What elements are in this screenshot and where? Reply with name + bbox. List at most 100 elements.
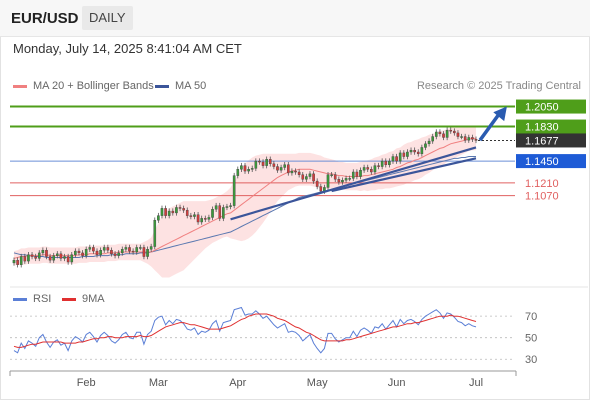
x-tick-label-mar: Mar bbox=[149, 377, 168, 389]
candle-body bbox=[406, 151, 409, 157]
candle-body bbox=[261, 161, 265, 166]
legend-rsi: RSI bbox=[13, 293, 51, 305]
rsi-legend-label: RSI bbox=[33, 293, 52, 305]
candle-body bbox=[240, 165, 243, 170]
level-label-r1: 1.1830 bbox=[525, 122, 559, 134]
legend-ma50: MA 50 bbox=[155, 80, 206, 92]
candle-body bbox=[59, 253, 63, 259]
candle-body bbox=[185, 209, 189, 216]
candle-body bbox=[56, 253, 59, 256]
chart-header: EUR/USD DAILY bbox=[0, 0, 590, 37]
candle-body bbox=[52, 255, 56, 261]
candle-body bbox=[442, 133, 445, 138]
ma50-swatch bbox=[155, 84, 169, 88]
candle-body bbox=[229, 205, 232, 207]
research-credit: Research © 2025 Trading Central bbox=[416, 80, 581, 92]
level-tag-r1 bbox=[516, 119, 586, 134]
ma50-line bbox=[13, 156, 476, 258]
candle-body bbox=[207, 217, 211, 220]
candle-body bbox=[305, 176, 308, 180]
rsi-level-label-70: 70 bbox=[525, 311, 537, 323]
x-tick-label-apr: Apr bbox=[229, 377, 246, 389]
candle-body bbox=[77, 250, 81, 254]
candle-body bbox=[45, 249, 48, 257]
candle-body bbox=[258, 160, 261, 163]
candle-body bbox=[189, 215, 193, 217]
candle-body bbox=[301, 174, 305, 180]
candle-body bbox=[19, 256, 23, 265]
trendline-1 bbox=[230, 146, 477, 221]
candle-body bbox=[431, 136, 434, 142]
candle-body bbox=[70, 254, 74, 263]
timeframe-badge[interactable]: DAILY bbox=[82, 6, 133, 30]
candle-body bbox=[81, 252, 84, 256]
bollinger-swatch bbox=[13, 84, 27, 88]
candle-body bbox=[279, 167, 283, 171]
candle-body bbox=[214, 205, 218, 210]
candle-body bbox=[92, 247, 95, 252]
level-label-r2: 1.2050 bbox=[525, 102, 559, 114]
x-tick-label-feb: Feb bbox=[77, 377, 96, 389]
level-label-s1: 1.1210 bbox=[525, 178, 559, 190]
candle-body bbox=[193, 214, 196, 217]
candle-body bbox=[99, 249, 102, 255]
candle-body bbox=[30, 254, 34, 257]
timestamp: Monday, July 14, 2025 8:41:04 AM CET bbox=[13, 41, 242, 56]
candle-body bbox=[16, 259, 19, 265]
candle-body bbox=[330, 174, 333, 176]
trendline-2 bbox=[331, 157, 477, 193]
candle-body bbox=[243, 165, 247, 172]
candle-body bbox=[395, 156, 398, 162]
instrument-title: EUR/USD bbox=[11, 10, 79, 27]
candle-body bbox=[377, 165, 380, 167]
candle-body bbox=[456, 132, 460, 137]
rsi-ma-legend-label: 9MA bbox=[82, 293, 105, 305]
candle-body bbox=[203, 218, 207, 220]
candle-body bbox=[391, 156, 395, 162]
candle-body bbox=[344, 178, 348, 181]
candle-body bbox=[247, 169, 250, 172]
candle-body bbox=[142, 247, 146, 257]
candle-body bbox=[250, 168, 254, 170]
candle-body bbox=[222, 207, 225, 219]
candle-body bbox=[380, 160, 384, 167]
candle-body bbox=[48, 256, 52, 261]
candle-body bbox=[102, 247, 106, 251]
candle-body bbox=[135, 247, 139, 253]
legend-rsi-ma: 9MA bbox=[62, 293, 105, 305]
candle-body bbox=[12, 259, 16, 264]
candle-body bbox=[341, 179, 344, 183]
projection-arrow-head bbox=[493, 106, 507, 122]
level-label-s2: 1.1070 bbox=[525, 191, 559, 203]
candle-body bbox=[196, 214, 200, 223]
candle-body bbox=[167, 210, 171, 216]
rsi-level-label-30: 30 bbox=[525, 354, 537, 366]
legend-bollinger: MA 20 + Bollinger Bands bbox=[13, 80, 154, 92]
candle-body bbox=[84, 249, 88, 256]
candle-body bbox=[398, 152, 402, 162]
candle-body bbox=[420, 147, 424, 155]
candle-body bbox=[232, 175, 236, 206]
candle-body bbox=[355, 171, 359, 177]
candle-body bbox=[416, 151, 420, 155]
candle-body bbox=[463, 136, 467, 141]
candle-body bbox=[424, 143, 427, 148]
candle-body bbox=[370, 169, 373, 173]
rsi-line bbox=[13, 306, 477, 354]
x-tick-label-jun: Jun bbox=[388, 377, 406, 389]
candle-body bbox=[294, 170, 297, 173]
candle-body bbox=[384, 160, 388, 165]
candle-body bbox=[171, 210, 175, 214]
candle-body bbox=[157, 215, 160, 221]
level-tag-pivot bbox=[516, 154, 586, 169]
candle-body bbox=[218, 205, 222, 219]
rsi-swatch bbox=[13, 297, 27, 301]
candle-body bbox=[113, 253, 117, 256]
candle-body bbox=[287, 164, 290, 174]
candle-body bbox=[315, 180, 319, 187]
candle-body bbox=[438, 131, 442, 135]
candle-body bbox=[88, 247, 92, 250]
candle-body bbox=[95, 250, 99, 255]
candle-body bbox=[276, 166, 279, 171]
